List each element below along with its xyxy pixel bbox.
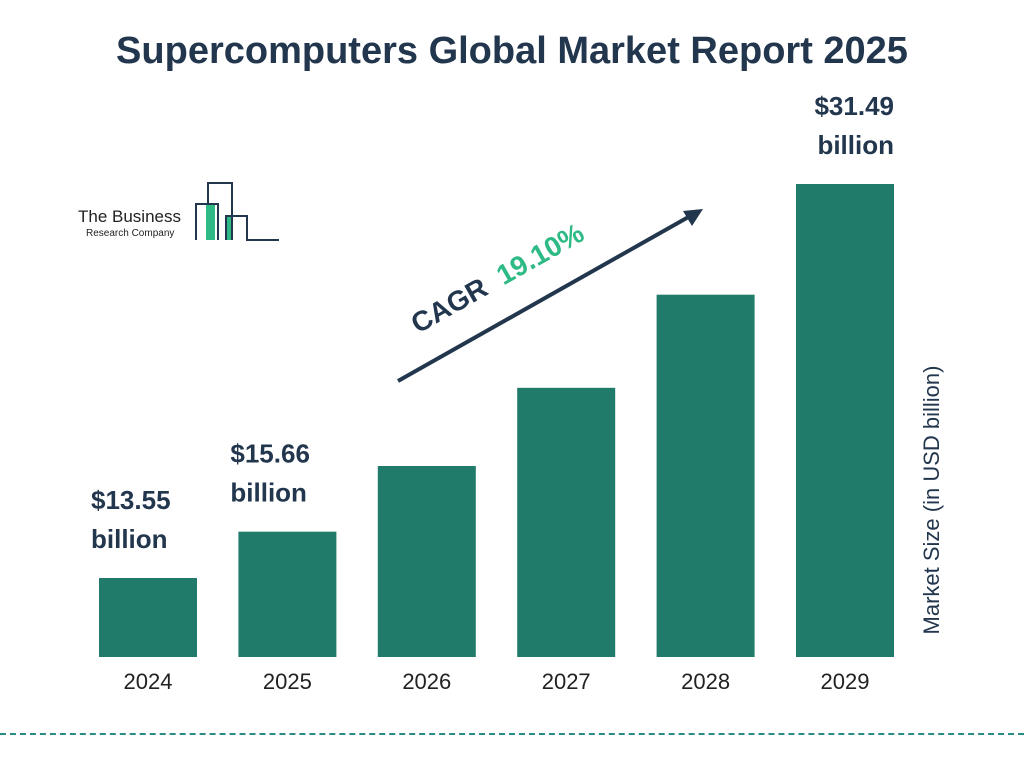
bar-2025 [238, 531, 337, 657]
chart-title: Supercomputers Global Market Report 2025 [116, 30, 908, 72]
bar-2028 [656, 294, 755, 657]
logo: The Business Research Company [78, 182, 279, 241]
x-tick-label: 2024 [124, 669, 173, 694]
data-label: $13.55 [91, 485, 171, 515]
bar-2029 [796, 184, 894, 657]
cagr-label: CAGR [406, 272, 493, 340]
arrow-head-icon [683, 209, 703, 226]
data-label: billion [91, 524, 168, 554]
x-tick-label: 2025 [263, 669, 312, 694]
bar-2024 [99, 578, 197, 657]
svg-text:CAGR 19.10%: CAGR 19.10% [406, 217, 590, 339]
logo-line2: Research Company [86, 228, 174, 239]
data-label: $31.49 [814, 91, 894, 121]
data-label: billion [817, 130, 894, 160]
divider [0, 733, 1024, 735]
logo-line1: The Business [78, 207, 181, 226]
x-tick-label: 2028 [681, 669, 730, 694]
x-tick-label: 2026 [402, 669, 451, 694]
bar-2027 [517, 387, 616, 657]
x-tick-label: 2027 [542, 669, 591, 694]
y-axis-label: Market Size (in USD billion) [919, 365, 944, 635]
bar-2026 [377, 465, 476, 657]
data-label: $15.66 [230, 439, 310, 469]
x-tick-label: 2029 [821, 669, 870, 694]
data-label: billion [230, 478, 307, 508]
